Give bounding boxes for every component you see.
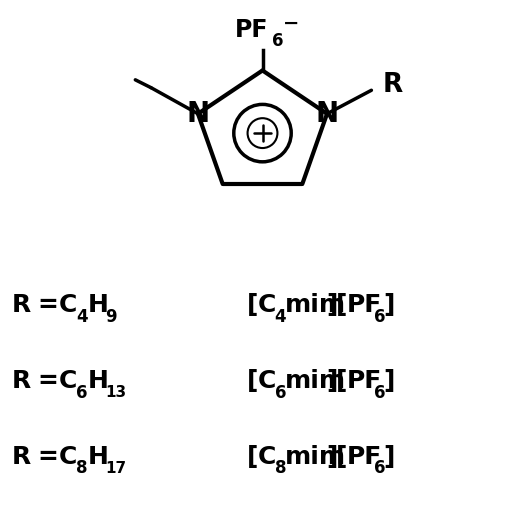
Text: =: = bbox=[37, 445, 58, 469]
Text: C: C bbox=[59, 293, 77, 317]
Text: [: [ bbox=[336, 369, 348, 393]
Text: 6: 6 bbox=[374, 384, 385, 401]
Text: R: R bbox=[382, 72, 403, 98]
Text: 8: 8 bbox=[275, 459, 286, 477]
Text: 6: 6 bbox=[275, 384, 286, 401]
Text: [: [ bbox=[336, 445, 348, 469]
Text: 8: 8 bbox=[76, 459, 88, 477]
Text: [: [ bbox=[247, 293, 258, 317]
Text: PF: PF bbox=[346, 445, 382, 469]
Text: N: N bbox=[186, 100, 209, 128]
Text: 17: 17 bbox=[105, 461, 126, 476]
Text: C: C bbox=[257, 369, 276, 393]
Text: ]: ] bbox=[327, 369, 338, 393]
Text: ]: ] bbox=[383, 445, 394, 469]
Text: R: R bbox=[12, 293, 31, 317]
Text: H: H bbox=[88, 293, 109, 317]
Text: [: [ bbox=[247, 369, 258, 393]
Text: =: = bbox=[37, 369, 58, 393]
Text: 4: 4 bbox=[76, 308, 88, 326]
Text: ]: ] bbox=[383, 293, 394, 317]
Text: [: [ bbox=[247, 445, 258, 469]
Text: mim: mim bbox=[285, 293, 346, 317]
Text: 6: 6 bbox=[272, 32, 284, 50]
Text: C: C bbox=[59, 445, 77, 469]
Text: mim: mim bbox=[285, 445, 346, 469]
Text: 6: 6 bbox=[374, 308, 385, 326]
Text: −: − bbox=[283, 14, 299, 33]
Text: R: R bbox=[12, 369, 31, 393]
Text: H: H bbox=[88, 445, 109, 469]
Text: 4: 4 bbox=[275, 308, 286, 326]
Text: PF: PF bbox=[235, 18, 269, 42]
Text: =: = bbox=[37, 293, 58, 317]
Text: C: C bbox=[59, 369, 77, 393]
Text: PF: PF bbox=[346, 369, 382, 393]
Text: 9: 9 bbox=[105, 308, 117, 326]
Text: N: N bbox=[316, 100, 339, 128]
Text: R: R bbox=[12, 445, 31, 469]
Text: mim: mim bbox=[285, 369, 346, 393]
Text: 13: 13 bbox=[105, 385, 126, 400]
Text: 6: 6 bbox=[76, 384, 88, 401]
Text: ]: ] bbox=[383, 369, 394, 393]
Text: 6: 6 bbox=[374, 459, 385, 477]
Text: C: C bbox=[257, 445, 276, 469]
Text: C: C bbox=[257, 293, 276, 317]
Text: ]: ] bbox=[327, 293, 338, 317]
Text: H: H bbox=[88, 369, 109, 393]
Text: PF: PF bbox=[346, 293, 382, 317]
Text: [: [ bbox=[336, 293, 348, 317]
Text: ]: ] bbox=[327, 445, 338, 469]
